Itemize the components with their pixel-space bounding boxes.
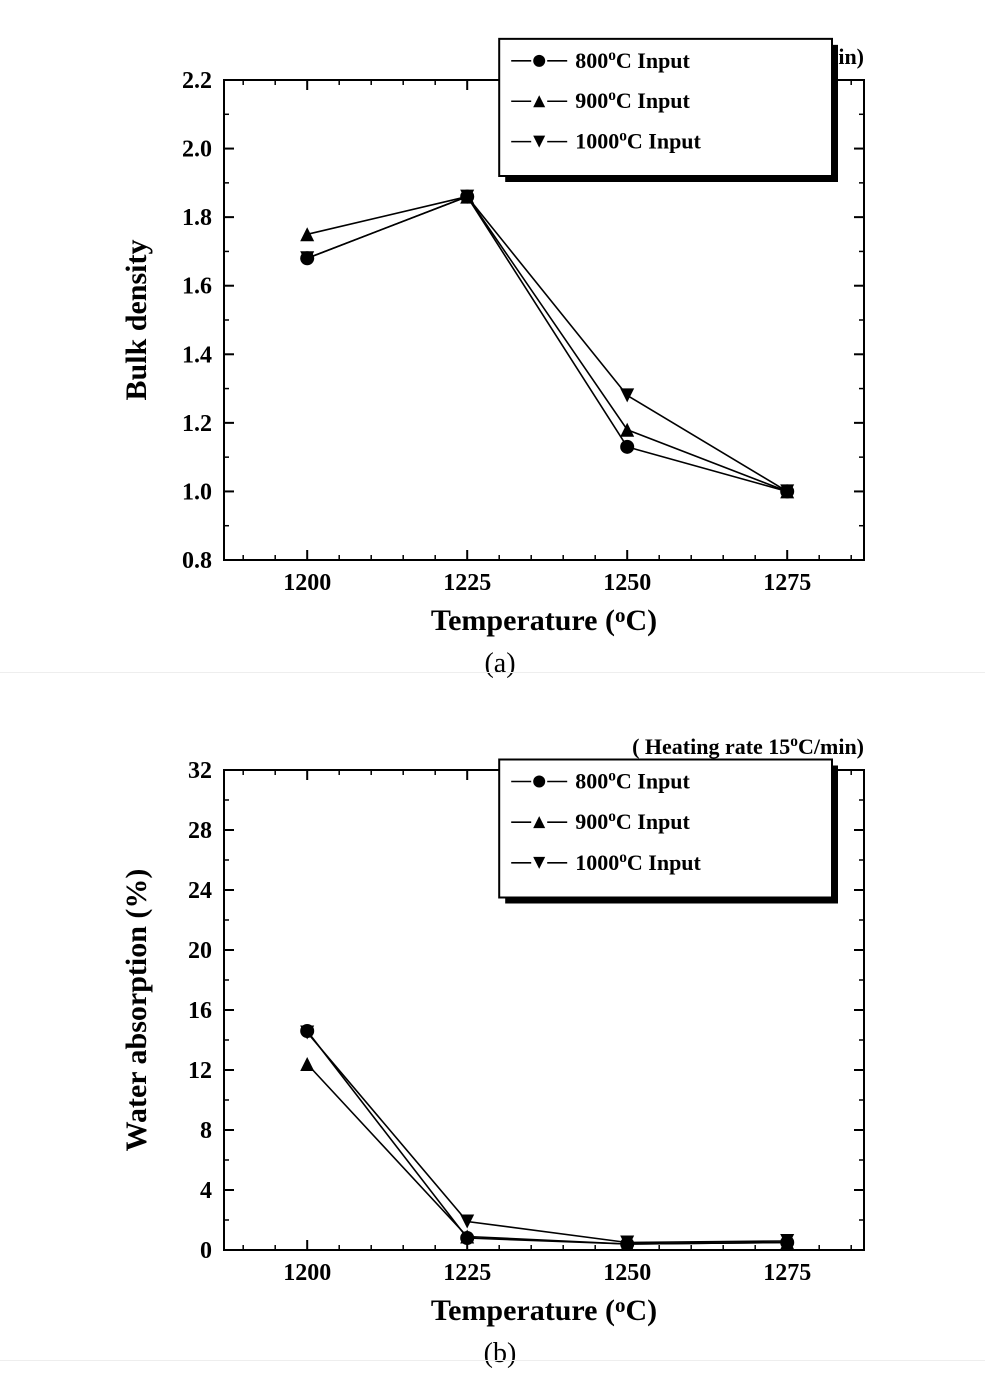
svg-text:( Heating rate 15o​C/min): ( Heating rate 15o​C/min): [632, 733, 864, 759]
divider: [0, 1360, 985, 1361]
caption-b: (b): [120, 1338, 880, 1370]
svg-text:28: 28: [188, 818, 212, 844]
svg-text:900o​C Input: 900o​C Input: [575, 87, 690, 113]
svg-text:1.6: 1.6: [182, 274, 212, 300]
svg-text:900o​C Input: 900o​C Input: [575, 808, 690, 834]
svg-text:1.2: 1.2: [182, 411, 212, 437]
svg-text:1.4: 1.4: [182, 342, 212, 368]
svg-text:1275: 1275: [763, 1260, 811, 1286]
svg-text:12: 12: [188, 1058, 212, 1084]
svg-text:1250: 1250: [603, 1260, 651, 1286]
chart-a: 1200 1225 1250 1275 0.8 1.0 1.2 1.4 1.6 1.8 2.0 2.2…: [120, 30, 888, 646]
svg-text:800o​C Input: 800o​C Input: [575, 768, 690, 794]
svg-text:1225: 1225: [443, 1260, 491, 1286]
svg-text:Water absorption (%): Water absorption (%): [120, 869, 153, 1152]
svg-text:Temperature (o​C): Temperature (o​C): [431, 1293, 657, 1327]
svg-text:800o​C Input: 800o​C Input: [575, 47, 690, 73]
svg-text:16: 16: [188, 998, 212, 1024]
panel-b: 1200 1225 1250 1275 0 4 8 12 16 20 24 28 32 Temperatu…: [120, 720, 888, 1370]
svg-text:1000o​C Input: 1000o​C Input: [575, 128, 701, 154]
svg-text:Temperature (o​C): Temperature (o​C): [431, 603, 657, 637]
svg-text:1000o​C Input: 1000o​C Input: [575, 849, 701, 875]
svg-text:1250: 1250: [603, 570, 651, 596]
divider: [0, 672, 985, 673]
chart-b: 1200 1225 1250 1275 0 4 8 12 16 20 24 28 32 Temperatu…: [120, 720, 888, 1336]
svg-text:2.0: 2.0: [182, 137, 212, 163]
svg-text:Bulk density: Bulk density: [120, 240, 153, 401]
svg-text:2.2: 2.2: [182, 68, 212, 94]
svg-text:20: 20: [188, 938, 212, 964]
svg-text:0.8: 0.8: [182, 548, 212, 574]
svg-text:1225: 1225: [443, 570, 491, 596]
svg-text:24: 24: [188, 878, 212, 904]
panel-a: 1200 1225 1250 1275 0.8 1.0 1.2 1.4 1.6 1.8 2.0 2.2…: [120, 30, 888, 680]
svg-text:1.8: 1.8: [182, 205, 212, 231]
svg-text:1200: 1200: [283, 570, 331, 596]
svg-text:8: 8: [200, 1118, 212, 1144]
svg-text:4: 4: [200, 1178, 212, 1204]
caption-a: (a): [120, 648, 880, 680]
svg-text:1200: 1200: [283, 1260, 331, 1286]
svg-text:0: 0: [200, 1238, 212, 1264]
svg-text:1275: 1275: [763, 570, 811, 596]
svg-text:1.0: 1.0: [182, 479, 212, 505]
svg-text:32: 32: [188, 758, 212, 784]
